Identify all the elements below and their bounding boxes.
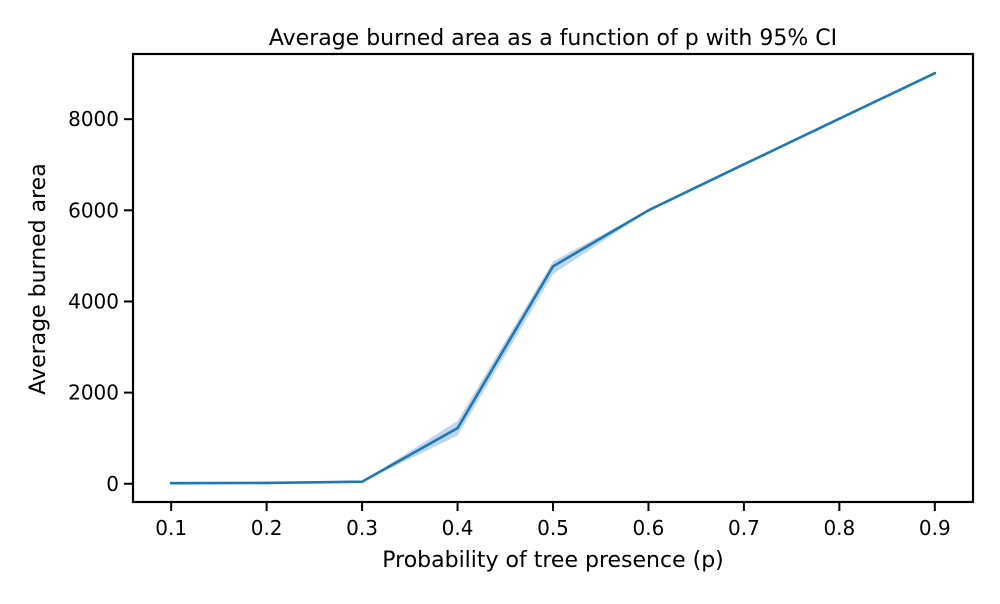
x-axis-label: Probability of tree presence (p) bbox=[382, 548, 724, 573]
y-tick-label: 0 bbox=[106, 472, 119, 496]
y-tick-label: 6000 bbox=[68, 198, 119, 222]
x-tick-label: 0.4 bbox=[442, 516, 474, 540]
data-point bbox=[742, 162, 746, 166]
x-tick-label: 0.1 bbox=[155, 516, 187, 540]
x-tick-label: 0.3 bbox=[346, 516, 378, 540]
data-point bbox=[265, 481, 268, 485]
x-tick-label: 0.6 bbox=[633, 516, 665, 540]
y-tick-label: 8000 bbox=[68, 107, 119, 131]
series-line-0 bbox=[169, 71, 937, 485]
data-point bbox=[169, 481, 173, 485]
plot-area: 0.1 0.2 0.3 0.4 0.5 0.6 0.7 0.8 0.9 0 2000 4000 6000… bbox=[68, 52, 975, 540]
x-tick-label: 0.5 bbox=[537, 516, 569, 540]
chart-title: Average burned area as a function of p w… bbox=[269, 26, 837, 51]
y-tick-label: 2000 bbox=[68, 381, 119, 405]
x-tick-label: 0.8 bbox=[823, 516, 855, 540]
data-point bbox=[360, 480, 364, 484]
data-point bbox=[838, 117, 841, 121]
plot-frame bbox=[131, 52, 975, 504]
x-tick-label: 0.2 bbox=[251, 516, 283, 540]
x-tick-label: 0.9 bbox=[919, 516, 951, 540]
data-point bbox=[933, 71, 937, 75]
y-axis-label: Average burned area bbox=[26, 163, 51, 394]
confidence-band-0 bbox=[171, 72, 935, 484]
y-tick-label: 4000 bbox=[68, 289, 119, 313]
data-point bbox=[456, 426, 459, 430]
data-point bbox=[647, 209, 650, 212]
data-point bbox=[551, 265, 555, 268]
x-tick-label: 0.7 bbox=[728, 516, 760, 540]
